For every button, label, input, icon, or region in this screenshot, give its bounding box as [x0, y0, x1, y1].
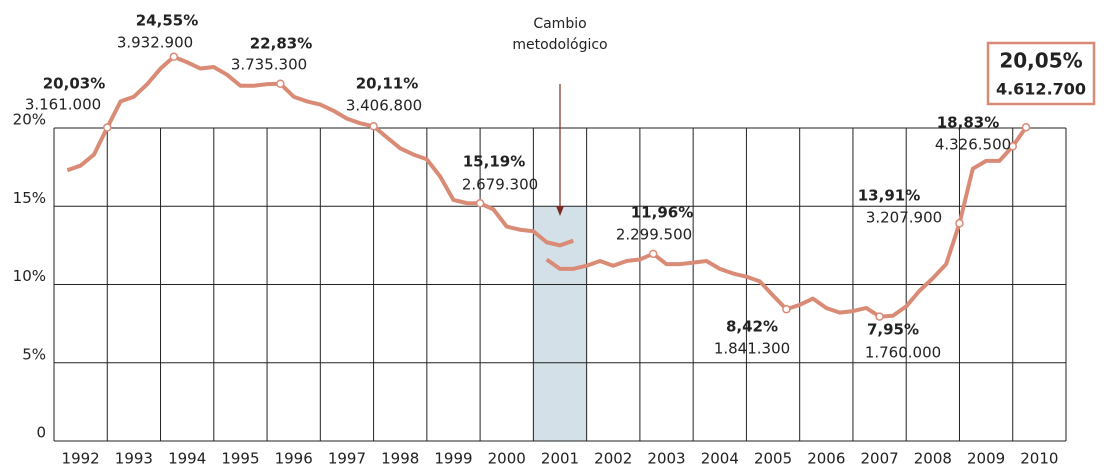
x-tick-label: 2004: [701, 450, 739, 466]
x-tick-label: 2005: [754, 450, 792, 466]
x-tick-label: 2009: [967, 450, 1005, 466]
x-tick-label: 2008: [914, 450, 952, 466]
count-label: 3.932.900: [117, 34, 193, 52]
line: [66, 54, 574, 248]
y-tick-label: 5%: [22, 345, 46, 363]
value-label: 8,42%: [726, 318, 778, 336]
point-marker: [955, 219, 964, 228]
y-tick-label: 20%: [13, 111, 46, 129]
count-label: 3.735.300: [231, 56, 307, 74]
y-tick-label: 15%: [13, 189, 46, 207]
callout-box: [986, 41, 1096, 106]
point-marker: [475, 199, 485, 208]
value-label: 22,83%: [250, 35, 312, 53]
x-tick-label: 2003: [647, 450, 685, 466]
x-tick-label: 2001: [541, 450, 579, 466]
value-label: 20,11%: [356, 75, 418, 93]
value-label: 15,19%: [463, 153, 525, 171]
value-label: 18,83%: [937, 114, 999, 132]
note-text: Cambio: [533, 16, 586, 32]
point-marker: [648, 249, 658, 259]
point-marker: [1008, 142, 1017, 151]
x-tick-label: 1995: [221, 450, 259, 466]
note-text: metodológico: [512, 37, 607, 53]
count-label: 3.161.000: [25, 96, 101, 114]
value-label: 13,91%: [858, 187, 920, 205]
x-tick-label: 2002: [594, 450, 632, 466]
point-marker: [169, 52, 179, 62]
y-tick-label: 10%: [13, 267, 46, 285]
note-arrowhead: [556, 206, 564, 216]
count-label: 1.841.300: [714, 340, 790, 358]
x-tick-label: 1998: [381, 450, 419, 466]
value-label: 11,96%: [631, 204, 693, 222]
count-label: 1.760.000: [865, 344, 941, 362]
x-tick-label: 1997: [328, 450, 366, 466]
point-marker: [782, 304, 791, 314]
x-tick-label: 2007: [860, 450, 898, 466]
count-label: 4.612.700: [996, 80, 1086, 99]
value-label: 20,03%: [43, 75, 105, 93]
x-tick-label: 1993: [115, 450, 153, 466]
count-label: 3.207.900: [866, 209, 942, 227]
line: [545, 126, 1028, 319]
x-tick-label: 2000: [488, 450, 526, 466]
x-tick-label: 1996: [275, 450, 313, 466]
point-marker: [276, 79, 285, 88]
count-label: 3.406.800: [346, 97, 422, 115]
x-tick-label: 1992: [62, 450, 100, 466]
point-marker: [103, 123, 112, 132]
x-tick-label: 2010: [1020, 450, 1058, 466]
count-label: 2.299.500: [616, 226, 692, 244]
value-label: 24,55%: [136, 12, 198, 30]
value-label: 20,05%: [999, 49, 1082, 73]
y-tick-label: 0: [36, 424, 46, 442]
count-label: 4.326.500: [935, 136, 1011, 154]
count-label: 2.679.300: [462, 176, 538, 194]
point-marker: [369, 122, 378, 131]
value-label: 7,95%: [867, 321, 919, 339]
method-change-band: [533, 206, 587, 441]
x-tick-label: 2006: [807, 450, 845, 466]
point-marker: [1021, 122, 1031, 132]
x-tick-label: 1994: [168, 450, 206, 466]
x-tick-label: 1999: [434, 450, 472, 466]
point-marker: [875, 312, 884, 321]
